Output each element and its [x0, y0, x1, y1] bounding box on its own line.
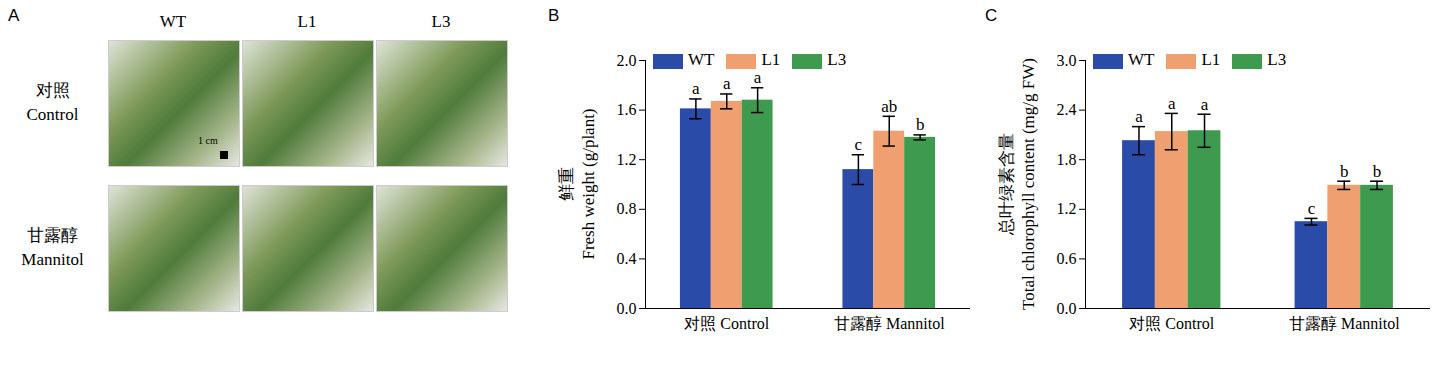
html-text:L3: L3	[431, 12, 451, 31]
svg-text:3.0: 3.0	[1057, 52, 1077, 69]
html-text:鲜重: 鲜重	[557, 167, 576, 201]
svg-text:a: a	[723, 74, 731, 93]
svg-text:b: b	[916, 115, 925, 134]
svg-text:对照 Control: 对照 Control	[1129, 315, 1214, 332]
html-text:对照: 对照	[35, 80, 70, 100]
svg-text:0.0: 0.0	[1057, 300, 1077, 317]
svg-text:0.8: 0.8	[617, 200, 637, 217]
svg-text:2.4: 2.4	[1057, 101, 1077, 118]
svg-text:b: b	[1373, 162, 1382, 181]
svg-text:对照 Control: 对照 Control	[684, 315, 769, 332]
html-text:1 cm: 1 cm	[198, 135, 218, 146]
html-text:总叶绿素含量: 总叶绿素含量	[997, 133, 1016, 235]
html-text:C: C	[985, 6, 998, 25]
svg-text:1.8: 1.8	[1057, 151, 1077, 168]
svg-text:a: a	[1201, 95, 1209, 114]
html-text:甘露醇: 甘露醇	[27, 225, 78, 245]
svg-text:1.6: 1.6	[617, 101, 637, 118]
html-text:WT: WT	[1128, 50, 1155, 69]
html-text:Total chlorophyll content (mg/: Total chlorophyll content (mg/g FW)	[1019, 58, 1038, 310]
svg-text:a: a	[754, 68, 762, 87]
svg-text:a: a	[1135, 107, 1143, 126]
html-text:Fresh weight (g/plant): Fresh weight (g/plant)	[579, 108, 598, 260]
html-text:A: A	[8, 6, 20, 25]
html-text:L1: L1	[1201, 50, 1221, 69]
html-text:Mannitol: Mannitol	[21, 249, 84, 269]
svg-text:1.2: 1.2	[1057, 200, 1077, 217]
html-text:WT: WT	[159, 12, 187, 31]
svg-text:1.2: 1.2	[617, 151, 637, 168]
svg-text:c: c	[1308, 199, 1316, 218]
html-text:L3: L3	[827, 50, 847, 69]
html-text:Control: Control	[26, 104, 79, 124]
svg-text:a: a	[1168, 94, 1176, 113]
svg-text:甘露醇 Mannitol: 甘露醇 Mannitol	[834, 315, 945, 332]
svg-text:0.6: 0.6	[1057, 250, 1077, 267]
svg-text:0.0: 0.0	[617, 300, 637, 317]
svg-text:甘露醇 Mannitol: 甘露醇 Mannitol	[1289, 315, 1400, 332]
html-text:L1: L1	[297, 12, 317, 31]
svg-text:2.0: 2.0	[617, 52, 637, 69]
html-text:L3: L3	[1267, 50, 1287, 69]
svg-text:b: b	[1340, 162, 1349, 181]
svg-text:0.4: 0.4	[617, 250, 637, 267]
svg-text:ab: ab	[881, 97, 897, 116]
html-text:L1: L1	[761, 50, 781, 69]
html-text:B: B	[548, 6, 560, 25]
svg-text:c: c	[855, 135, 863, 154]
html-text:WT: WT	[688, 50, 715, 69]
svg-text:a: a	[692, 79, 700, 98]
